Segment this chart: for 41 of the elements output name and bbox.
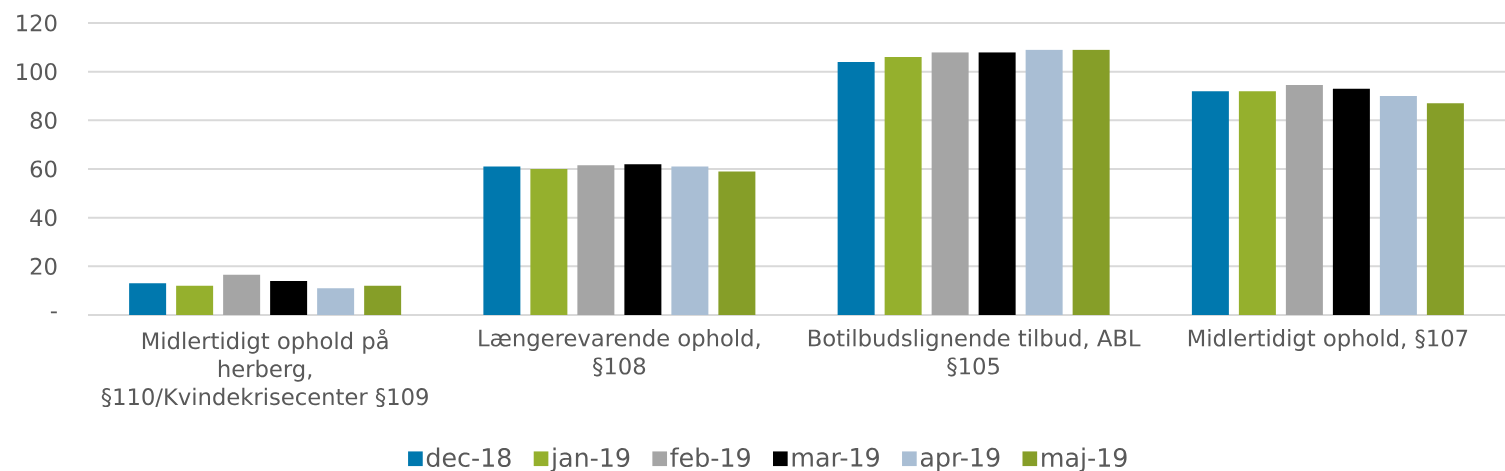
bar <box>884 57 922 315</box>
bar <box>1238 91 1276 315</box>
bar <box>223 274 261 315</box>
bar <box>978 52 1016 315</box>
legend-label: dec-18 <box>426 447 511 468</box>
bar <box>931 52 969 315</box>
legend-label: mar-19 <box>792 447 879 467</box>
bar <box>129 283 167 315</box>
y-tick-label: 40 <box>30 209 57 227</box>
bar <box>1025 49 1063 315</box>
bar <box>364 285 402 315</box>
y-tick-label: 120 <box>17 14 57 32</box>
legend-label: apr-19 <box>920 447 1000 471</box>
x-tick-label: Midlertidigt ophold på herberg, §110/Kvindekrisecenter §109 <box>101 329 428 408</box>
y-tick-label: 20 <box>30 257 57 275</box>
x-tick-label: Botilbudslignende tilbud, ABL §105 <box>808 329 1141 377</box>
bar <box>624 164 662 315</box>
bar <box>1332 88 1370 315</box>
bar <box>1285 85 1323 315</box>
legend-label: jan-19 <box>550 447 630 471</box>
y-tick-label: 100 <box>17 63 57 81</box>
bar <box>270 280 308 315</box>
bar <box>176 285 214 315</box>
x-tick-label: Midlertidigt ophold, §107 <box>1188 329 1468 351</box>
x-tick-label: Længerevarende ophold, §108 <box>479 329 760 377</box>
bar <box>1191 91 1229 315</box>
bar <box>577 165 615 315</box>
bar <box>837 61 875 315</box>
y-tick-label: - <box>50 311 57 314</box>
bar <box>1379 96 1417 315</box>
y-tick-label: 60 <box>30 160 57 178</box>
y-tick-label: 80 <box>30 111 57 129</box>
bar <box>1426 103 1464 315</box>
bar <box>483 166 521 315</box>
bar <box>1072 49 1110 315</box>
bar <box>530 169 568 315</box>
legend-label: feb-19 <box>670 447 750 468</box>
bar <box>671 166 709 315</box>
bar <box>317 288 355 315</box>
legend-label: maj-19 <box>1042 447 1127 471</box>
bar <box>718 171 756 315</box>
